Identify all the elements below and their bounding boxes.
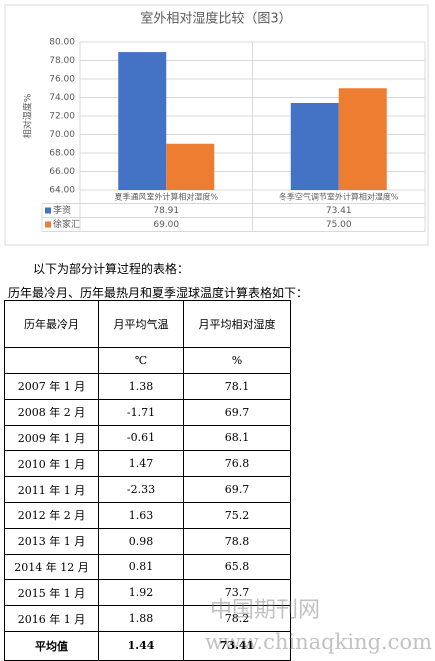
y-tick-label: 72.00 [49, 112, 75, 122]
table-cell: 68.1 [183, 424, 291, 452]
table-cell: 1.88 [98, 605, 184, 632]
table-cell: 2007 年 1 月 [4, 373, 99, 400]
table-cell: 2015 年 1 月 [4, 579, 99, 607]
table-cell: 78.1 [183, 373, 291, 400]
legend-label: 李资 [53, 204, 71, 216]
unit-cell: ℃ [98, 347, 184, 374]
y-tick-label: 74.00 [49, 93, 75, 103]
data-table: 历年最冷月 月平均气温 月平均相对湿度 ℃% 2007 年 1 月 1.38 78.1 2… [4, 300, 291, 661]
table-value: 75.00 [326, 220, 352, 230]
watermark-name: 中国期刊网 [210, 598, 321, 623]
y-tick-label: 70.00 [49, 130, 75, 140]
bar [118, 52, 167, 190]
x-tick-label: 冬季空气调节室外计算相对湿度% [279, 191, 399, 201]
table-cell: 2010 年 1 月 [4, 450, 99, 478]
average-cell: 73.41 [183, 630, 291, 661]
table-cell: 73.7 [183, 579, 291, 607]
table-cell: 75.2 [183, 501, 291, 529]
table-cell: 2016 年 1 月 [4, 605, 99, 632]
table-cell: -2.33 [98, 476, 184, 503]
legend-label: 徐家汇 [53, 218, 80, 230]
y-tick-label: 76.00 [49, 75, 75, 85]
table-cell: 2008 年 2 月 [4, 398, 99, 426]
empty-cell [4, 347, 99, 374]
y-tick-label: 78.00 [49, 56, 75, 66]
chart: 室外相对湿度比较（图3） 相对湿度% 64.00 66.00 68.00 70.00 7… [4, 4, 429, 246]
table-cell: 1.38 [98, 373, 184, 400]
table-cell: 0.81 [98, 553, 184, 581]
table-cell: 0.98 [98, 527, 184, 555]
y-tick-label: 80.00 [49, 38, 75, 48]
intro-text: 以下为部分计算过程的表格： [33, 262, 190, 276]
header-cell: 月平均相对湿度 [183, 300, 291, 348]
table-cell: 1.47 [98, 450, 184, 478]
header-cell: 历年最冷月 [4, 300, 99, 348]
y-tick-label: 68.00 [49, 149, 75, 159]
average-cell: 平均值 [4, 630, 99, 661]
table-value: 73.41 [326, 206, 352, 216]
y-tick-label: 64.00 [49, 186, 75, 196]
legend-swatch [45, 221, 51, 228]
table-cell: 1.92 [98, 579, 184, 607]
table-cell: 2009 年 1 月 [4, 424, 99, 452]
header-cell: 月平均气温 [98, 300, 184, 348]
table-cell: 1.63 [98, 501, 184, 529]
table-cell: -1.71 [98, 398, 184, 426]
table-cell: 2014 年 12 月 [4, 553, 99, 581]
watermark-url: www.chinaqking.com [205, 630, 433, 654]
table-cell: 69.7 [183, 476, 291, 503]
table-cell: 65.8 [183, 553, 291, 581]
bar [166, 143, 215, 190]
unit-cell: % [183, 347, 291, 374]
x-tick-label: 夏季通风室外计算相对湿度% [114, 191, 218, 201]
y-axis-label: 相对湿度% [22, 93, 34, 138]
table-cell: 76.8 [183, 450, 291, 478]
table-cell: 78.8 [183, 527, 291, 555]
table-cell: -0.61 [98, 424, 184, 452]
bar [290, 102, 339, 190]
table-cell: 2011 年 1 月 [4, 476, 99, 503]
bar [338, 88, 387, 190]
table-cell: 69.7 [183, 398, 291, 426]
legend-swatch [45, 207, 51, 214]
table-cell: 2012 年 2 月 [4, 501, 99, 529]
table-cell: 2013 年 1 月 [4, 527, 99, 555]
table-value: 69.00 [153, 220, 179, 230]
y-tick-label: 66.00 [49, 167, 75, 177]
table-caption: 历年最冷月、历年最热月和夏季湿球温度计算表格如下： [8, 286, 309, 300]
table-value: 78.91 [153, 206, 179, 216]
table-cell: 78.2 [183, 605, 291, 632]
chart-title: 室外相对湿度比较（图3） [140, 11, 291, 27]
average-cell: 1.44 [98, 630, 184, 661]
